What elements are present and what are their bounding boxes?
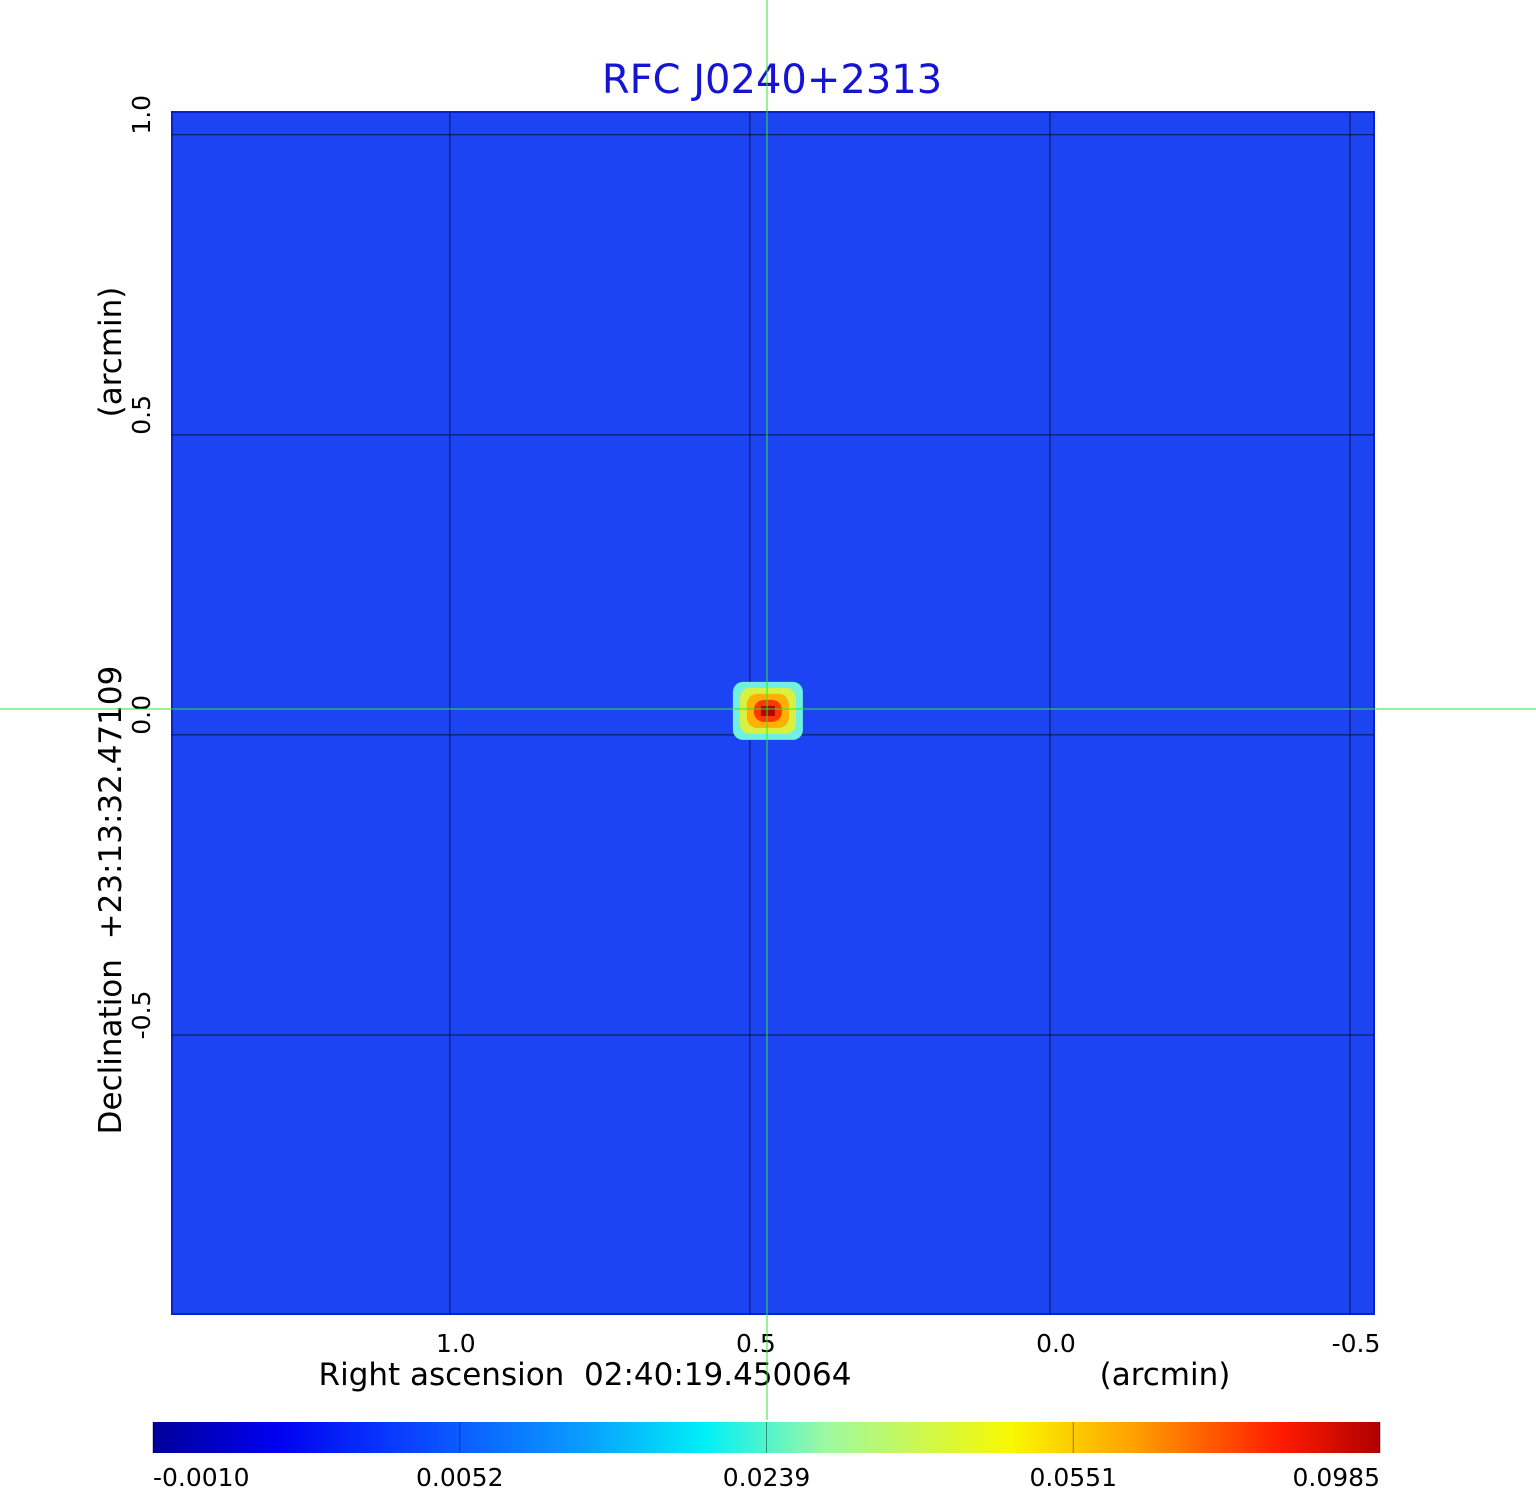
x-tick-label: 0.5 <box>736 1329 776 1358</box>
source-peak <box>760 705 775 716</box>
colorbar-tick-label: 0.0239 <box>723 1463 810 1492</box>
y-tick-label: 1.0 <box>127 95 156 135</box>
y-tick-label: 0.5 <box>127 395 156 435</box>
x-tick-label: 1.0 <box>436 1329 476 1358</box>
colorbar-tick-label: 0.0052 <box>416 1463 503 1492</box>
x-tick-label: 0.0 <box>1036 1329 1076 1358</box>
y-axis-label: Declination +23:13:32.47109 <box>93 666 129 1135</box>
colorbar-tick-label: -0.0010 <box>153 1463 250 1492</box>
x-axis-label: Right ascension 02:40:19.450064 <box>319 1357 852 1393</box>
y-axis-unit: (arcmin) <box>93 287 129 418</box>
y-tick-label: 0.0 <box>127 695 156 735</box>
x-axis-unit: (arcmin) <box>1100 1357 1231 1393</box>
colorbar-tick-label: 0.0551 <box>1030 1463 1117 1492</box>
colorbar-tick-label: 0.0985 <box>1293 1463 1380 1492</box>
colorbar <box>153 1422 1380 1453</box>
x-tick-label: -0.5 <box>1332 1329 1381 1358</box>
y-tick-label: -0.5 <box>127 991 156 1040</box>
chart-title: RFC J0240+2313 <box>602 57 942 103</box>
